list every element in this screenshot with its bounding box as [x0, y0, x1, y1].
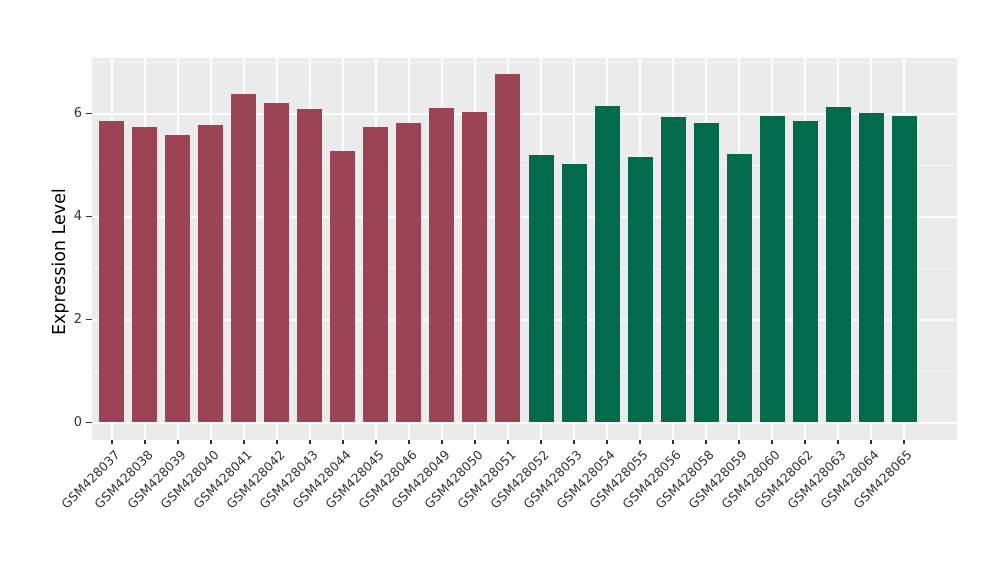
x-tick: [507, 440, 509, 444]
bar: [396, 122, 422, 423]
h-gridline-major: [92, 112, 957, 115]
bar: [198, 124, 224, 423]
h-gridline-major: [92, 215, 957, 218]
y-tick: [86, 112, 92, 115]
y-tick-label: 0: [73, 414, 82, 430]
bar: [858, 112, 884, 423]
bar: [264, 103, 290, 423]
y-tick-label: 2: [73, 311, 82, 327]
x-tick: [540, 440, 542, 444]
plot-panel: [92, 58, 957, 440]
x-tick: [837, 440, 839, 444]
bar: [363, 126, 389, 423]
bar: [561, 163, 587, 423]
x-tick: [441, 440, 443, 444]
x-tick: [474, 440, 476, 444]
y-tick-label: 4: [73, 208, 82, 224]
bar: [792, 120, 818, 423]
y-tick: [86, 318, 92, 321]
bar: [891, 115, 917, 423]
x-tick: [375, 440, 377, 444]
x-tick: [903, 440, 905, 444]
x-tick: [408, 440, 410, 444]
h-gridline-minor: [92, 267, 957, 269]
bar: [231, 94, 257, 423]
x-tick: [144, 440, 146, 444]
bar: [297, 108, 323, 423]
bar: [495, 73, 521, 423]
x-tick: [606, 440, 608, 444]
x-tick: [309, 440, 311, 444]
x-tick: [342, 440, 344, 444]
bar: [462, 111, 488, 423]
x-tick: [573, 440, 575, 444]
bar: [528, 154, 554, 423]
h-gridline-minor: [92, 164, 957, 166]
x-tick: [111, 440, 113, 444]
bar: [660, 117, 686, 423]
bar: [759, 116, 785, 423]
h-gridline-minor: [92, 370, 957, 372]
bar: [99, 121, 125, 423]
bar: [132, 127, 158, 423]
x-tick: [210, 440, 212, 444]
bar: [165, 135, 191, 423]
x-tick: [672, 440, 674, 444]
h-gridline-minor: [92, 61, 957, 63]
x-tick: [639, 440, 641, 444]
x-tick: [738, 440, 740, 444]
bar: [594, 105, 620, 423]
bar: [330, 150, 356, 423]
x-tick: [705, 440, 707, 444]
h-gridline-major: [92, 421, 957, 424]
x-tick: [243, 440, 245, 444]
x-tick: [177, 440, 179, 444]
y-tick-label: 6: [73, 105, 82, 121]
h-gridline-major: [92, 318, 957, 321]
x-tick: [771, 440, 773, 444]
x-tick: [276, 440, 278, 444]
bar: [825, 107, 851, 423]
bar: [726, 153, 752, 423]
bar: [429, 107, 455, 423]
x-tick: [870, 440, 872, 444]
y-tick: [86, 421, 92, 424]
y-tick: [86, 215, 92, 218]
bar: [627, 157, 653, 423]
x-tick: [804, 440, 806, 444]
bar: [693, 122, 719, 423]
